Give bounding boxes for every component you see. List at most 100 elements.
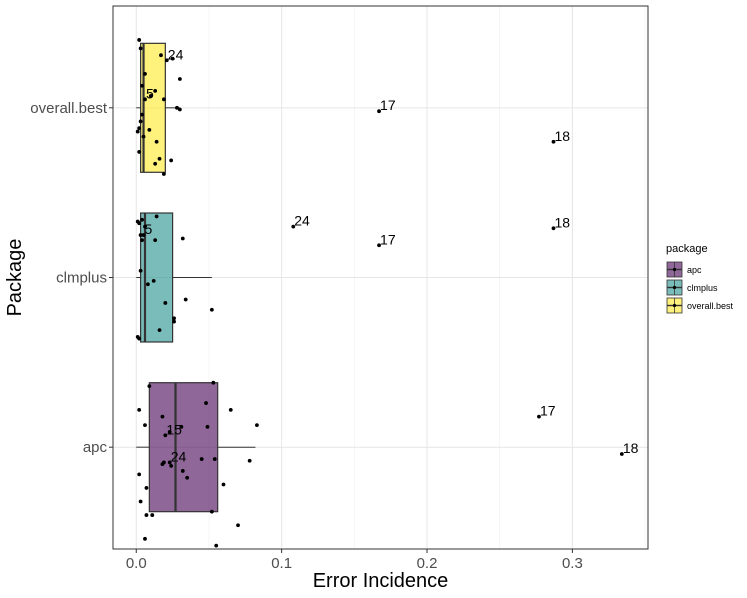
labeled-point <box>291 224 296 229</box>
data-point <box>143 536 147 541</box>
labeled-point <box>167 460 172 465</box>
data-point <box>151 278 156 283</box>
data-point <box>179 424 184 429</box>
data-point <box>144 513 149 517</box>
data-point <box>175 105 179 110</box>
data-point <box>143 423 147 428</box>
legend-label: clmplus <box>687 283 718 293</box>
data-point <box>180 236 185 241</box>
labeled-point <box>377 243 381 248</box>
legend-title: package <box>666 243 708 255</box>
labeled-point <box>164 58 169 63</box>
box-overall.best <box>140 42 166 173</box>
data-point <box>141 134 146 139</box>
data-point <box>236 523 240 528</box>
data-point <box>140 83 144 88</box>
point-label: 15 <box>166 421 182 437</box>
x-tick-label: 0.3 <box>562 555 583 572</box>
points <box>135 38 624 548</box>
data-point <box>255 423 259 428</box>
data-point <box>169 463 174 468</box>
point-label: 24 <box>168 46 184 62</box>
data-point <box>205 424 210 429</box>
x-tick-label: 0.1 <box>271 555 292 572</box>
data-point <box>214 543 219 548</box>
labeled-point <box>537 414 541 419</box>
data-point <box>172 316 176 321</box>
legend: package apc clmplus overall.best <box>666 243 734 314</box>
data-point <box>137 126 142 131</box>
data-point <box>153 161 158 166</box>
point-label: 17 <box>380 97 396 113</box>
boxes <box>136 42 256 513</box>
data-point <box>163 301 168 305</box>
data-point <box>221 482 226 487</box>
labeled-point <box>551 139 556 144</box>
data-point <box>147 384 152 388</box>
data-point <box>140 217 144 222</box>
data-point <box>140 238 144 243</box>
point-label: 5 <box>146 85 154 101</box>
data-point <box>137 336 142 341</box>
data-point <box>143 224 147 229</box>
y-axis: apc clmplus overall.best <box>30 100 113 456</box>
data-point <box>143 71 147 76</box>
data-point <box>153 238 158 243</box>
labeled-point <box>551 226 556 231</box>
point-label: 18 <box>555 214 571 230</box>
data-point <box>177 107 182 112</box>
data-point <box>138 233 143 237</box>
data-point <box>150 513 155 517</box>
legend-key-point <box>672 267 677 272</box>
data-point <box>199 457 204 461</box>
legend-label: apc <box>687 265 702 275</box>
data-point <box>160 462 165 467</box>
point-label: 5 <box>145 221 153 237</box>
data-point <box>209 307 214 312</box>
data-point <box>140 112 144 117</box>
data-point <box>138 46 143 51</box>
x-tick-label: 0.0 <box>126 555 147 572</box>
data-point <box>172 319 176 324</box>
data-point <box>135 129 140 134</box>
data-point <box>145 282 150 287</box>
data-point <box>204 401 208 405</box>
data-point <box>170 56 175 61</box>
data-point <box>137 38 142 42</box>
data-point <box>153 88 158 93</box>
labeled-point <box>163 433 168 438</box>
data-point <box>177 77 182 81</box>
labeled-point <box>141 233 146 237</box>
data-point <box>137 221 142 226</box>
y-tick-label: overall.best <box>30 100 108 117</box>
point-label: 24 <box>171 448 187 464</box>
point-label: 17 <box>380 231 396 247</box>
y-axis-title: Package <box>4 239 26 317</box>
data-point <box>212 457 217 461</box>
x-axis-title: Error Incidence <box>313 570 449 592</box>
data-point <box>169 158 174 163</box>
data-point <box>157 156 162 161</box>
data-point <box>137 472 142 477</box>
data-point <box>138 119 143 124</box>
labeled-point <box>377 109 381 114</box>
x-axis: 0.0 0.1 0.2 0.3 <box>126 549 583 572</box>
data-point <box>228 407 233 412</box>
data-point <box>167 430 172 434</box>
data-point <box>161 172 166 176</box>
data-point <box>154 139 159 144</box>
labeled-point <box>619 452 624 456</box>
legend-key-point <box>672 303 677 308</box>
data-point <box>148 94 153 98</box>
data-point <box>211 380 216 385</box>
data-point <box>138 499 143 504</box>
data-point <box>180 469 185 473</box>
y-tick-label: apc <box>83 439 108 456</box>
data-point <box>247 458 252 463</box>
data-point <box>138 268 143 273</box>
data-point <box>147 127 152 132</box>
data-point <box>154 214 159 219</box>
x-tick-label: 0.2 <box>417 555 438 572</box>
legend-label: overall.best <box>687 301 734 311</box>
